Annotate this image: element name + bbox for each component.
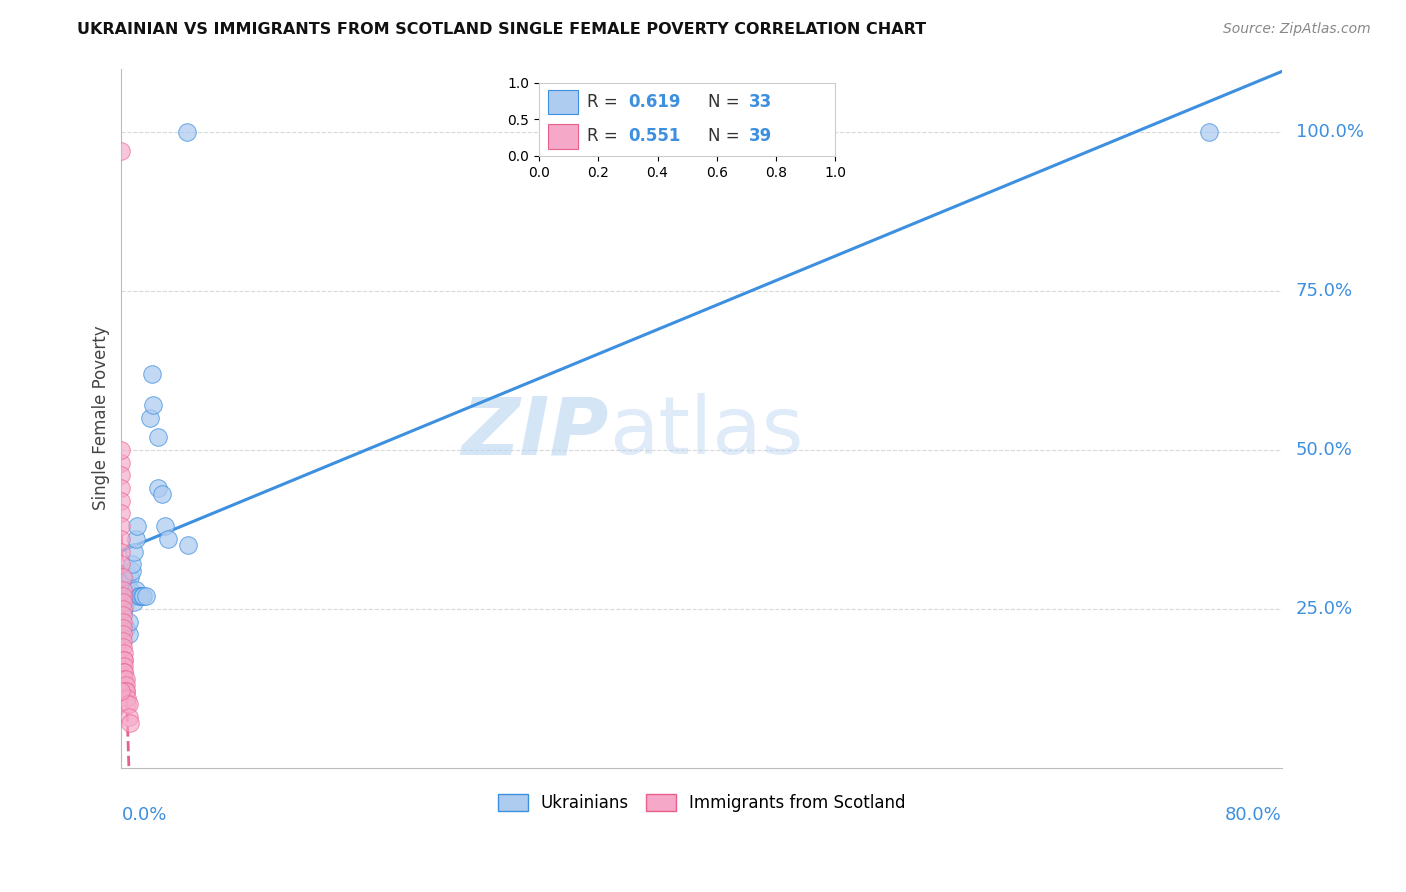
Point: [110, 519, 132, 533]
Point: [112, 602, 135, 616]
Point: [111, 627, 134, 641]
Point: [122, 589, 145, 603]
Point: [156, 532, 179, 546]
Point: [111, 608, 134, 623]
Y-axis label: Single Female Poverty: Single Female Poverty: [93, 326, 110, 510]
Point: [118, 615, 141, 629]
Point: [120, 570, 142, 584]
Point: [111, 633, 134, 648]
Point: [129, 589, 152, 603]
Point: [111, 640, 134, 654]
Point: [114, 684, 136, 698]
Point: [115, 697, 138, 711]
Point: [112, 653, 135, 667]
Point: [112, 589, 135, 603]
Text: 100.0%: 100.0%: [1296, 123, 1364, 141]
Point: [110, 144, 132, 158]
Point: [110, 532, 132, 546]
Point: [142, 398, 165, 412]
Point: [114, 621, 136, 635]
Text: 0.0%: 0.0%: [121, 806, 167, 824]
Point: [114, 684, 136, 698]
Point: [114, 678, 136, 692]
Point: [111, 570, 134, 584]
Point: [120, 716, 142, 731]
Point: [111, 615, 134, 629]
Point: [121, 558, 143, 572]
Point: [124, 595, 146, 609]
Point: [115, 576, 138, 591]
Point: [177, 538, 200, 552]
Point: [118, 697, 141, 711]
Point: [111, 582, 134, 597]
Point: [128, 589, 150, 603]
Point: [111, 621, 134, 635]
Point: [124, 544, 146, 558]
Point: [114, 595, 136, 609]
Point: [111, 589, 134, 603]
Point: [110, 481, 132, 495]
Point: [110, 456, 132, 470]
Point: [110, 468, 132, 483]
Point: [125, 582, 148, 597]
Point: [146, 430, 169, 444]
Text: atlas: atlas: [609, 393, 803, 471]
Point: [153, 519, 176, 533]
Point: [110, 558, 132, 572]
Point: [176, 125, 198, 139]
Point: [150, 487, 173, 501]
Point: [115, 690, 138, 705]
Text: 75.0%: 75.0%: [1296, 282, 1353, 300]
Text: UKRAINIAN VS IMMIGRANTS FROM SCOTLAND SINGLE FEMALE POVERTY CORRELATION CHART: UKRAINIAN VS IMMIGRANTS FROM SCOTLAND SI…: [77, 22, 927, 37]
Point: [110, 507, 132, 521]
Point: [118, 710, 141, 724]
Text: 25.0%: 25.0%: [1296, 599, 1353, 618]
Point: [112, 646, 135, 660]
Point: [114, 672, 136, 686]
Point: [112, 672, 135, 686]
Point: [110, 684, 132, 698]
Text: ZIP: ZIP: [461, 393, 609, 471]
Point: [110, 493, 132, 508]
Legend: Ukrainians, Immigrants from Scotland: Ukrainians, Immigrants from Scotland: [491, 788, 912, 819]
Point: [141, 367, 163, 381]
Point: [112, 653, 135, 667]
Point: [131, 589, 153, 603]
Text: 80.0%: 80.0%: [1225, 806, 1282, 824]
Point: [125, 532, 148, 546]
Point: [127, 519, 149, 533]
Point: [111, 595, 134, 609]
Point: [110, 442, 132, 457]
Point: [139, 411, 162, 425]
Point: [112, 665, 135, 680]
Text: 50.0%: 50.0%: [1296, 441, 1353, 458]
Point: [110, 544, 132, 558]
Point: [1198, 125, 1220, 139]
Point: [135, 589, 157, 603]
Point: [146, 481, 169, 495]
Point: [121, 564, 143, 578]
Point: [111, 602, 134, 616]
Text: Source: ZipAtlas.com: Source: ZipAtlas.com: [1223, 22, 1371, 37]
Point: [112, 665, 135, 680]
Point: [120, 582, 142, 597]
Point: [132, 589, 155, 603]
Point: [118, 627, 141, 641]
Point: [112, 659, 135, 673]
